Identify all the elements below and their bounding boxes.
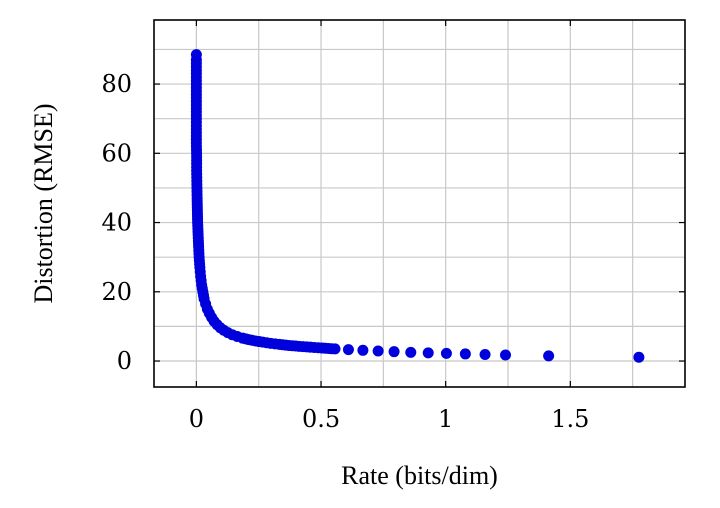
- data-point: [543, 350, 555, 362]
- data-point: [342, 344, 354, 356]
- data-point: [261, 337, 273, 349]
- x-tick-label: 1: [438, 405, 453, 433]
- data-point: [479, 348, 491, 360]
- y-tick-label: 20: [101, 278, 132, 306]
- y-tick-label: 0: [117, 347, 132, 375]
- data-point: [372, 345, 384, 357]
- axis-ticks: 0 0.5 1 1.5 0 20 40 60 80: [101, 20, 685, 433]
- data-point: [633, 351, 645, 363]
- x-tick-label: 0: [189, 405, 204, 433]
- plot-frame: [153, 19, 686, 388]
- data-point: [197, 289, 209, 301]
- data-point: [388, 346, 400, 358]
- data-point: [459, 348, 471, 360]
- data-point: [357, 344, 369, 356]
- y-tick-label: 40: [101, 209, 132, 237]
- x-tick-label: 0.5: [302, 405, 340, 433]
- x-axis-label: Rate (bits/dim): [341, 461, 498, 490]
- data-point: [440, 347, 452, 359]
- data-point: [500, 349, 512, 361]
- data-points: [190, 49, 645, 363]
- y-axis-label: Distortion (RMSE): [29, 103, 58, 303]
- y-tick-label: 80: [101, 70, 132, 98]
- data-point: [405, 346, 417, 358]
- x-tick-label: 1.5: [551, 405, 589, 433]
- data-point: [422, 347, 434, 359]
- grid: [154, 20, 685, 387]
- data-point: [194, 266, 206, 278]
- y-tick-label: 60: [101, 139, 132, 167]
- data-point: [326, 343, 338, 355]
